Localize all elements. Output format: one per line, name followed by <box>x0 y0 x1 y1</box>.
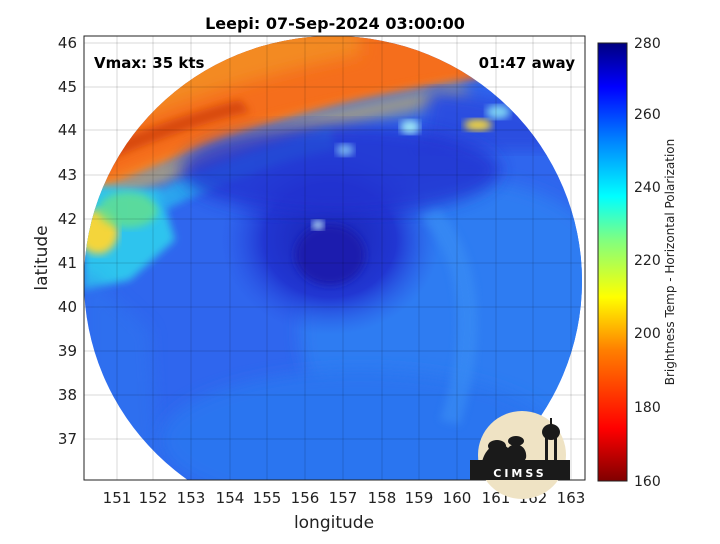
x-tick-label: 159 <box>405 489 434 507</box>
x-tick-label: 153 <box>177 489 206 507</box>
colorbar-tick-label: 280 <box>634 36 661 52</box>
colorbar-tick-label: 220 <box>634 253 661 269</box>
y-tick-label: 41 <box>58 254 77 272</box>
x-tick-label: 163 <box>557 489 586 507</box>
y-tick-label: 38 <box>58 386 77 404</box>
y-tick-label: 44 <box>58 121 77 139</box>
y-axis: 37 38 39 40 41 42 43 44 45 46 <box>58 34 77 448</box>
y-tick-label: 46 <box>58 34 77 52</box>
x-tick-label: 152 <box>139 489 168 507</box>
y-tick-label: 43 <box>58 166 77 184</box>
x-tick-label: 151 <box>103 489 132 507</box>
y-tick-label: 45 <box>58 78 77 96</box>
x-tick-label: 158 <box>368 489 397 507</box>
time-away-label: 01:47 away <box>479 54 576 72</box>
chart-title: Leepi: 07-Sep-2024 03:00:00 <box>205 14 465 33</box>
grid-lines <box>84 36 585 480</box>
colorbar-tick-label: 200 <box>634 326 661 342</box>
x-axis-label: longitude <box>294 513 374 533</box>
colorbar-label: Brightness Temp - Horizontal Polarizatio… <box>663 139 677 386</box>
x-tick-label: 155 <box>253 489 282 507</box>
colorbar: 280 260 240 220 200 180 160 Brightness T… <box>597 36 677 490</box>
logo-text: CIMSS <box>493 467 546 480</box>
y-axis-label: latitude <box>32 225 52 290</box>
colorbar-tick-label: 260 <box>634 107 661 123</box>
x-tick-label: 160 <box>443 489 472 507</box>
axes-frame <box>83 35 586 481</box>
x-tick-label: 157 <box>329 489 358 507</box>
colorbar-tick-label: 180 <box>634 400 661 416</box>
x-tick-label: 156 <box>291 489 320 507</box>
y-tick-label: 42 <box>58 210 77 228</box>
x-tick-label: 154 <box>216 489 245 507</box>
y-tick-label: 40 <box>58 298 77 316</box>
y-tick-label: 37 <box>58 430 77 448</box>
colorbar-tick-label: 160 <box>634 474 661 490</box>
colorbar-tick-label: 240 <box>634 180 661 196</box>
cimss-logo: CIMSS <box>470 411 570 499</box>
y-tick-label: 39 <box>58 342 77 360</box>
colorbar-gradient <box>597 42 628 482</box>
vmax-label: Vmax: 35 kts <box>94 54 204 72</box>
